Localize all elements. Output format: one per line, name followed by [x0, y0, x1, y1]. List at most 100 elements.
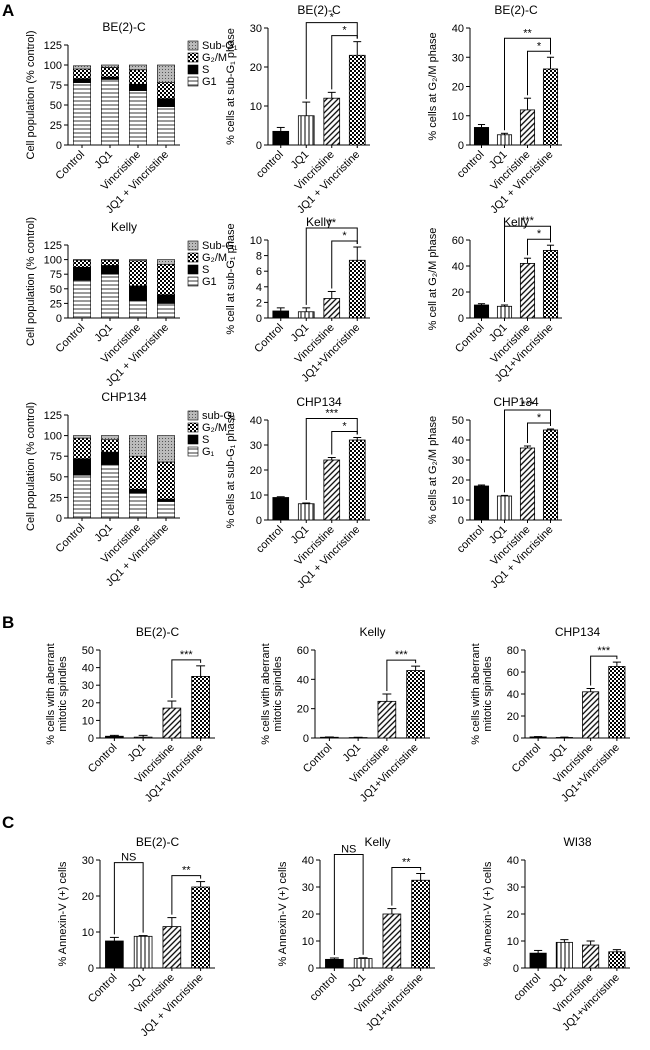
bar-segment [101, 435, 119, 441]
significance-label: * [537, 412, 542, 424]
chart-title: WI38 [563, 835, 591, 849]
bar [377, 700, 397, 739]
bar [133, 935, 153, 969]
chart-title: BE(2)-C [297, 3, 341, 17]
legend-label: G₂/M [202, 252, 227, 264]
y-tick-label: 0 [56, 513, 62, 525]
bar [105, 940, 124, 969]
legend-label: G1 [202, 76, 217, 88]
y-axis-label: % cells at G₂/M phase [427, 416, 439, 524]
y-tick-label: 0 [56, 313, 62, 325]
bar-segment [101, 464, 119, 519]
x-tick-label: Control [54, 322, 88, 356]
bar-segment [129, 69, 147, 85]
bar [555, 941, 573, 969]
bar-segment [157, 64, 175, 83]
bar-segment [129, 435, 147, 457]
x-tick-label: control [455, 149, 487, 181]
y-tick-label: 50 [50, 472, 62, 484]
y-tick-label: 10 [507, 936, 519, 948]
y-tick-label: 75 [50, 269, 62, 281]
legend-swatch [187, 410, 199, 421]
bar-segment [73, 259, 91, 268]
y-tick-label: 30 [250, 440, 262, 452]
y-tick-label: 20 [452, 475, 464, 487]
y-tick-label: 0 [458, 140, 464, 152]
significance-label: * [537, 40, 542, 52]
significance-label: *** [521, 399, 535, 411]
y-tick-label: 30 [452, 455, 464, 467]
y-tick-label: 30 [82, 680, 94, 692]
legend-swatch [187, 76, 199, 87]
y-tick-label: 50 [452, 415, 464, 427]
bar [297, 311, 315, 319]
legend-swatch [187, 446, 199, 457]
y-tick-label: 125 [44, 410, 62, 422]
bar [496, 134, 513, 146]
x-tick-label: JQ1 [547, 972, 570, 995]
x-tick-label: JQ1 [125, 742, 148, 765]
significance-label: * [330, 12, 335, 24]
chart-title: CHP134 [493, 395, 539, 409]
significance-bracket [333, 854, 364, 956]
significance-label: NS [341, 844, 356, 856]
bar-segment [73, 82, 91, 146]
y-tick-label: 40 [507, 689, 519, 701]
y-tick-label: 20 [250, 62, 262, 74]
bar [297, 115, 315, 146]
bar [411, 879, 430, 969]
bar-segment [129, 83, 147, 91]
y-tick-label: 0 [88, 733, 94, 745]
bar [105, 735, 124, 739]
bar-segment [73, 266, 91, 281]
legend-swatch [187, 252, 199, 263]
y-axis-label: % cells at sub-G₁ phase [225, 28, 237, 145]
bar [473, 485, 490, 521]
bar-segment [157, 263, 175, 295]
bar-segment [157, 82, 175, 99]
bar-segment [157, 98, 175, 107]
bar-segment [129, 64, 147, 71]
y-tick-label: 10 [82, 927, 94, 939]
significance-label: *** [597, 645, 611, 657]
legend-label: sub-G₁ [202, 410, 236, 422]
y-tick-label: 40 [452, 261, 464, 273]
bar-segment [101, 259, 119, 266]
chart-title: CHP134 [555, 625, 601, 639]
chart-title: BE(2)-C [136, 835, 180, 849]
bar-segment [157, 106, 175, 146]
significance-bracket [171, 659, 202, 699]
y-tick-label: 10 [452, 111, 464, 123]
bar [529, 952, 547, 969]
y-tick-label: 0 [56, 140, 62, 152]
legend-swatch [187, 52, 199, 63]
bar [323, 459, 341, 521]
legend-label: Sub-G₁ [202, 240, 238, 252]
legend-swatch [187, 240, 199, 251]
x-tick-label: Control [54, 149, 88, 183]
y-tick-label: 60 [507, 667, 519, 679]
bar-segment [73, 78, 91, 83]
bar [133, 736, 153, 739]
significance-label: ** [182, 865, 191, 877]
significance-label: *** [325, 408, 339, 420]
panel-label: B [2, 613, 14, 632]
legend-label: S [202, 264, 209, 276]
x-tick-label: control [254, 149, 286, 181]
bar-segment [101, 79, 119, 146]
y-tick-label: 100 [44, 255, 62, 267]
significance-label: * [342, 421, 347, 433]
x-tick-label: JQ1 [92, 322, 115, 345]
bar-segment [157, 498, 175, 502]
y-tick-label: 0 [256, 515, 262, 527]
significance-bracket [305, 227, 358, 305]
bar [542, 429, 559, 521]
significance-label: *** [521, 215, 535, 227]
bar [348, 259, 366, 319]
x-tick-label: control [308, 972, 340, 1004]
legend-swatch [187, 422, 199, 433]
bar-segment [73, 437, 91, 459]
y-tick-label: 20 [82, 698, 94, 710]
bar-segment [157, 435, 175, 463]
bar [353, 958, 373, 969]
